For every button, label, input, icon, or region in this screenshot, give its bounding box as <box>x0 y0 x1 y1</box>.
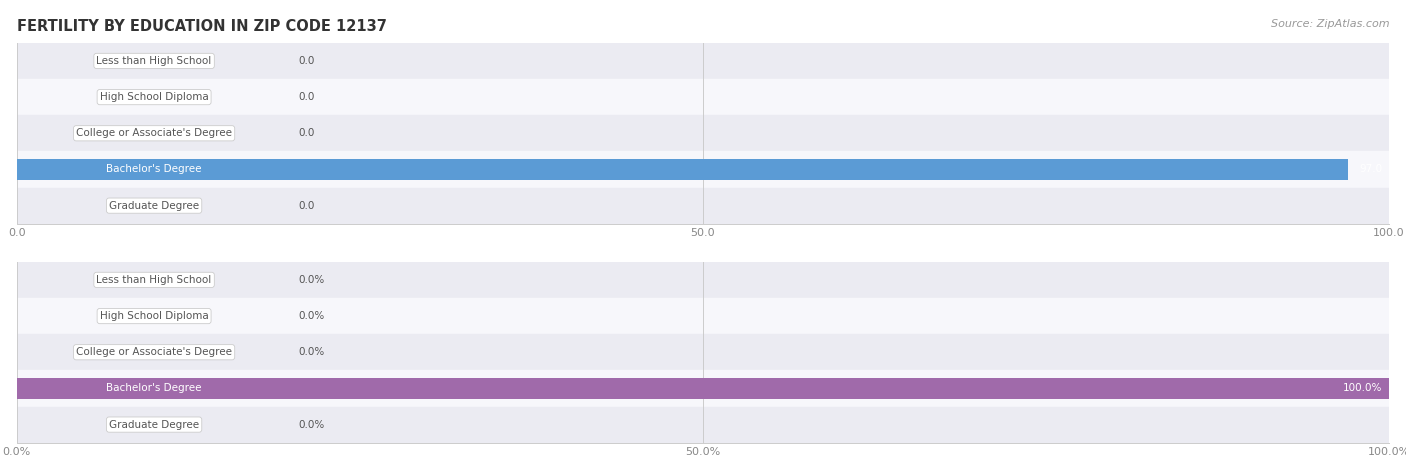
Text: High School Diploma: High School Diploma <box>100 311 208 321</box>
Bar <box>17 370 1389 407</box>
Bar <box>17 159 1348 180</box>
Text: Graduate Degree: Graduate Degree <box>110 419 200 430</box>
Text: Less than High School: Less than High School <box>97 56 212 66</box>
Bar <box>17 298 1389 334</box>
Text: Source: ZipAtlas.com: Source: ZipAtlas.com <box>1271 19 1389 29</box>
Text: Bachelor's Degree: Bachelor's Degree <box>107 383 202 394</box>
Text: High School Diploma: High School Diploma <box>100 92 208 102</box>
Text: Bachelor's Degree: Bachelor's Degree <box>107 164 202 175</box>
Bar <box>17 151 1389 188</box>
Text: 0.0: 0.0 <box>298 56 315 66</box>
Text: Graduate Degree: Graduate Degree <box>110 200 200 211</box>
Bar <box>17 43 1389 79</box>
Text: 0.0%: 0.0% <box>298 347 325 357</box>
Text: 0.0%: 0.0% <box>298 275 325 285</box>
Text: 0.0: 0.0 <box>298 200 315 211</box>
Bar <box>17 262 1389 298</box>
Text: 0.0: 0.0 <box>298 128 315 139</box>
Text: 0.0%: 0.0% <box>298 311 325 321</box>
Bar <box>17 377 1389 399</box>
Text: 0.0%: 0.0% <box>298 419 325 430</box>
Text: 100.0%: 100.0% <box>1343 383 1382 394</box>
Text: College or Associate's Degree: College or Associate's Degree <box>76 128 232 139</box>
Bar <box>17 115 1389 151</box>
Bar <box>17 334 1389 370</box>
Text: College or Associate's Degree: College or Associate's Degree <box>76 347 232 357</box>
Bar <box>17 188 1389 224</box>
Bar <box>17 407 1389 443</box>
Text: 0.0: 0.0 <box>298 92 315 102</box>
Text: 97.0: 97.0 <box>1360 164 1382 175</box>
Text: Less than High School: Less than High School <box>97 275 212 285</box>
Bar <box>17 79 1389 115</box>
Text: FERTILITY BY EDUCATION IN ZIP CODE 12137: FERTILITY BY EDUCATION IN ZIP CODE 12137 <box>17 19 387 34</box>
